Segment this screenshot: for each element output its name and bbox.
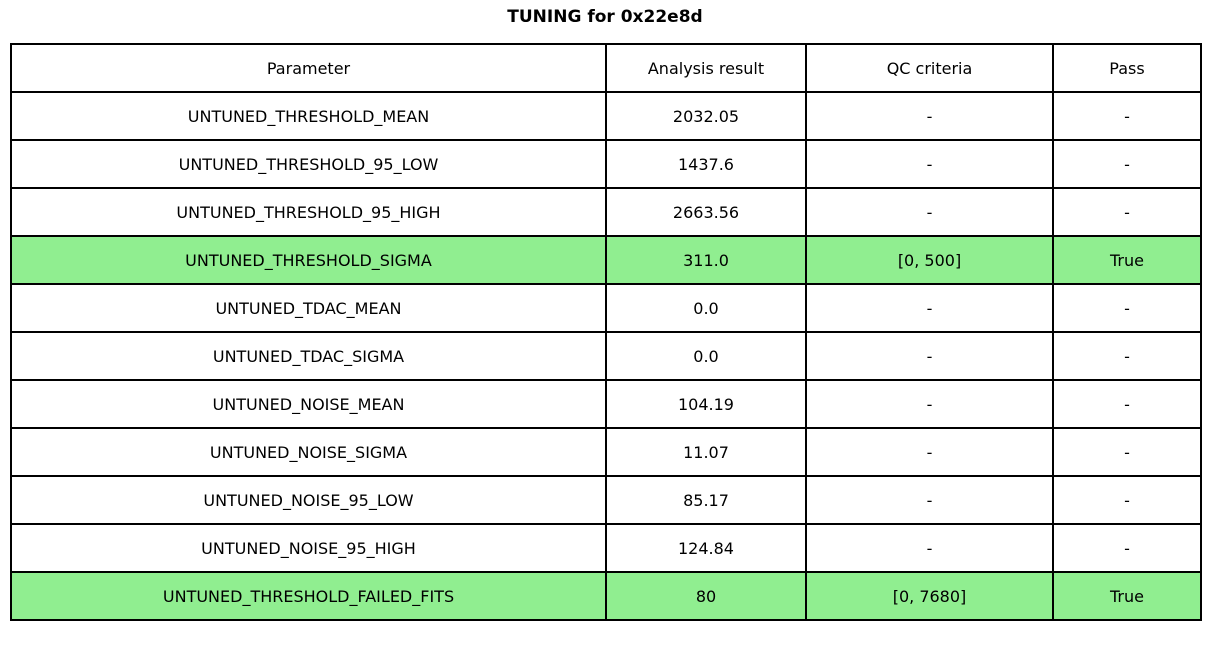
column-header-pass: Pass <box>1052 43 1202 93</box>
analysis-result-cell: 80 <box>605 571 807 621</box>
pass-cell: - <box>1052 139 1202 189</box>
parameter-cell: UNTUNED_THRESHOLD_FAILED_FITS <box>10 571 607 621</box>
table-row: UNTUNED_NOISE_SIGMA 11.07- - <box>10 427 1202 477</box>
parameter-cell: UNTUNED_TDAC_MEAN <box>10 283 607 333</box>
table-row: UNTUNED_THRESHOLD_MEAN 2032.05- - <box>10 91 1202 141</box>
pass-cell: - <box>1052 283 1202 333</box>
table-row: UNTUNED_NOISE_95_HIGH 124.84- - <box>10 523 1202 573</box>
qc-criteria-cell: - <box>805 331 1054 381</box>
table-row: UNTUNED_TDAC_SIGMA 0.0- - <box>10 331 1202 381</box>
qc-criteria-cell: - <box>805 475 1054 525</box>
analysis-result-cell: 11.07 <box>605 427 807 477</box>
parameter-cell: UNTUNED_TDAC_SIGMA <box>10 331 607 381</box>
analysis-result-cell: 311.0 <box>605 235 807 285</box>
pass-cell: - <box>1052 91 1202 141</box>
analysis-result-cell: 2663.56 <box>605 187 807 237</box>
qc-criteria-cell: - <box>805 187 1054 237</box>
pass-cell: - <box>1052 331 1202 381</box>
table-row: UNTUNED_THRESHOLD_95_HIGH 2663.56- - <box>10 187 1202 237</box>
analysis-result-cell: 85.17 <box>605 475 807 525</box>
analysis-result-cell: 1437.6 <box>605 139 807 189</box>
parameter-cell: UNTUNED_THRESHOLD_95_LOW <box>10 139 607 189</box>
qc-criteria-cell: - <box>805 139 1054 189</box>
parameter-cell: UNTUNED_THRESHOLD_MEAN <box>10 91 607 141</box>
page-title: TUNING for 0x22e8d <box>507 7 703 27</box>
qc-table: Parameter Analysis result QC criteria Pa… <box>10 43 1202 621</box>
parameter-cell: UNTUNED_THRESHOLD_95_HIGH <box>10 187 607 237</box>
parameter-cell: UNTUNED_NOISE_MEAN <box>10 379 607 429</box>
qc-criteria-cell: [0, 500] <box>805 235 1054 285</box>
pass-cell: - <box>1052 475 1202 525</box>
header-row: Parameter Analysis result QC criteria Pa… <box>10 43 1202 93</box>
qc-criteria-cell: - <box>805 427 1054 477</box>
qc-criteria-cell: - <box>805 379 1054 429</box>
pass-cell: - <box>1052 379 1202 429</box>
qc-criteria-cell: - <box>805 283 1054 333</box>
analysis-result-cell: 124.84 <box>605 523 807 573</box>
table-row: UNTUNED_NOISE_95_LOW 85.17- - <box>10 475 1202 525</box>
pass-cell: True <box>1052 235 1202 285</box>
table-body: UNTUNED_THRESHOLD_MEAN 2032.05- - UNTUNED_T… <box>10 91 1202 621</box>
parameter-cell: UNTUNED_THRESHOLD_SIGMA <box>10 235 607 285</box>
pass-cell: - <box>1052 523 1202 573</box>
analysis-result-cell: 0.0 <box>605 331 807 381</box>
table-row-highlighted: UNTUNED_THRESHOLD_FAILED_FITS 80 [0, 7680]… <box>10 571 1202 621</box>
parameter-cell: UNTUNED_NOISE_95_LOW <box>10 475 607 525</box>
column-header-analysis-result: Analysis result <box>605 43 807 93</box>
analysis-result-cell: 104.19 <box>605 379 807 429</box>
table-row-highlighted: UNTUNED_THRESHOLD_SIGMA 311.0 [0, 500] True <box>10 235 1202 285</box>
parameter-cell: UNTUNED_NOISE_SIGMA <box>10 427 607 477</box>
parameter-cell: UNTUNED_NOISE_95_HIGH <box>10 523 607 573</box>
table-row: UNTUNED_NOISE_MEAN 104.19- - <box>10 379 1202 429</box>
pass-cell: True <box>1052 571 1202 621</box>
analysis-result-cell: 2032.05 <box>605 91 807 141</box>
pass-cell: - <box>1052 427 1202 477</box>
table-row: UNTUNED_TDAC_MEAN 0.0- - <box>10 283 1202 333</box>
analysis-result-cell: 0.0 <box>605 283 807 333</box>
table-row: UNTUNED_THRESHOLD_95_LOW 1437.6- - <box>10 139 1202 189</box>
qc-criteria-cell: [0, 7680] <box>805 571 1054 621</box>
column-header-parameter: Parameter <box>10 43 607 93</box>
qc-criteria-cell: - <box>805 523 1054 573</box>
pass-cell: - <box>1052 187 1202 237</box>
qc-criteria-cell: - <box>805 91 1054 141</box>
column-header-qc-criteria: QC criteria <box>805 43 1054 93</box>
